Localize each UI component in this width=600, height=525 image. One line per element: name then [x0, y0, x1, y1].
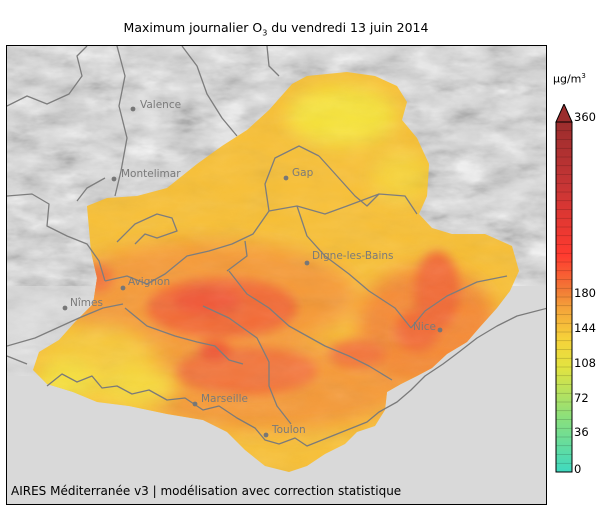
title-subscript: 3: [262, 28, 268, 38]
city-marker-gap[interactable]: Gap: [283, 167, 314, 181]
title-prefix: Maximum journalier O: [123, 20, 263, 35]
unit-base: μg/m: [553, 72, 582, 86]
colorbar-extend-arrow: [555, 104, 573, 123]
city-marker-marseille[interactable]: Marseille: [192, 393, 248, 407]
map-title: Maximum journalier O3 du vendredi 13 jui…: [0, 20, 552, 38]
city-label-valence: Valence: [140, 99, 181, 111]
colorbar-tick-180: 180: [574, 286, 596, 300]
colorbar-tick-108: 108: [574, 356, 596, 370]
city-markers: Valence Montelimar Gap Digne-les-Bains A…: [62, 99, 443, 438]
city-marker-valence[interactable]: Valence: [130, 99, 181, 112]
city-label-digne: Digne-les-Bains: [312, 250, 394, 262]
colorbar-tick-0: 0: [574, 462, 582, 476]
colorbar-unit: μg/m3: [553, 72, 586, 86]
city-label-nimes: Nîmes: [70, 297, 103, 309]
colorbar-tick-144: 144: [574, 321, 596, 335]
colorbar-tick-72: 72: [574, 391, 589, 405]
title-suffix: du vendredi 13 juin 2014: [267, 20, 429, 35]
city-marker-digne[interactable]: Digne-les-Bains: [304, 250, 394, 266]
city-label-nice: Nice: [413, 321, 436, 333]
city-marker-nimes[interactable]: Nîmes: [62, 297, 103, 311]
city-marker-montelimar[interactable]: Montelimar: [111, 168, 182, 182]
ozone-map[interactable]: Valence Montelimar Gap Digne-les-Bains A…: [6, 45, 547, 505]
city-label-toulon: Toulon: [271, 424, 306, 436]
colorbar-gradient: [555, 121, 573, 473]
city-label-marseille: Marseille: [201, 393, 248, 405]
city-label-avignon: Avignon: [128, 276, 170, 288]
credit-text: AIRES Méditerranée v3 | modélisation ave…: [11, 484, 402, 498]
city-marker-nice[interactable]: Nice: [413, 321, 443, 333]
city-marker-avignon[interactable]: Avignon: [120, 276, 171, 291]
colorbar-tick-36: 36: [574, 425, 589, 439]
city-marker-toulon[interactable]: Toulon: [263, 424, 306, 438]
unit-exponent: 3: [581, 72, 586, 80]
colorbar: [555, 104, 573, 473]
city-label-montelimar: Montelimar: [121, 168, 181, 180]
colorbar-tick-360: 360: [574, 110, 596, 124]
city-label-gap: Gap: [292, 167, 314, 179]
